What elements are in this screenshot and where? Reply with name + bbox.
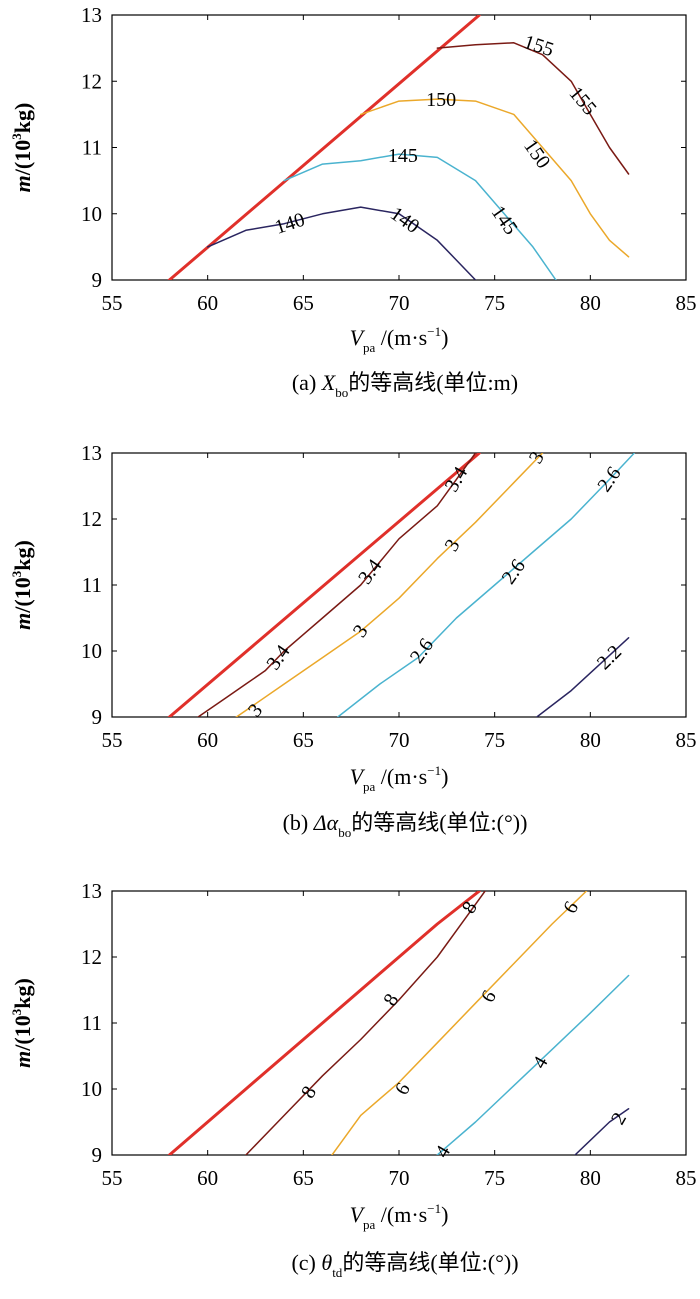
contour-label: 150 [519,136,554,173]
contour-line-2 [359,98,630,258]
chart-panel-1: 55 60 65 70 75 80 859101112133.43.43.433332.62… [9,441,697,840]
contour-label: 3 [244,699,267,721]
x-axis-label: Vpa /(m·s−1) [350,324,449,355]
y-tick-label: 13 [81,3,102,27]
x-tick-label: 85 [676,728,697,752]
y-tick-label: 9 [92,705,103,729]
x-tick-label: 55 [102,291,123,315]
y-axis-label: m/(103kg) [9,978,35,1068]
contour-line-4 [574,1108,630,1155]
contour-label: 140 [386,203,423,238]
y-tick-label: 13 [81,441,102,465]
y-tick-label: 11 [82,573,102,597]
panel-caption: (b) Δαbo的等高线(单位:(°)) [283,810,528,840]
contour-line-3 [337,453,636,717]
contour-label: 155 [521,31,556,61]
x-tick-label: 65 [293,291,314,315]
x-tick-label: 75 [484,291,505,315]
x-tick-label: 60 [197,291,218,315]
boundary-line [167,453,481,717]
contour-line-3 [283,153,557,280]
contour-line-4 [206,206,477,280]
x-tick-label: 75 [484,1166,505,1190]
y-tick-label: 9 [92,268,103,292]
chart-panel-0: 55 60 65 70 75 80 85 9 10 11 12 13 155 155 150 150 145 14… [9,3,697,400]
contour-label: 8 [379,990,403,1010]
x-tick-label: 85 [676,291,697,315]
contour-label: 145 [388,145,418,167]
panel-caption: (c) θtd的等高线(单位:(°)) [291,1250,518,1280]
contour-label: 3.4 [441,463,473,496]
y-tick-label: 12 [81,507,102,531]
y-tick-label: 12 [81,69,102,93]
x-tick-label: 70 [389,1166,410,1190]
contour-line-3 [436,974,630,1155]
x-tick-label: 60 [197,728,218,752]
y-tick-label: 10 [81,202,102,226]
contour-label: 3 [525,448,549,468]
x-tick-label: 70 [389,291,410,315]
boundary-line [167,891,481,1155]
boundary-line [167,15,481,280]
contour-line-2 [235,453,544,717]
y-tick-label: 10 [81,1077,102,1101]
y-axis-label: m/(103kg) [9,103,35,193]
y-tick-label: 12 [81,945,102,969]
x-axis-label: Vpa /(m·s−1) [350,1201,449,1232]
contour-line-1 [197,453,477,717]
x-axis-label: Vpa /(m·s−1) [350,763,449,794]
plot-frame [111,890,687,1156]
x-tick-label: 80 [580,728,601,752]
x-tick-label: 60 [197,1166,218,1190]
contour-label: 155 [565,83,601,120]
y-axis-label: m/(103kg) [9,540,35,630]
contour-line-4 [536,637,630,717]
contour-label: 4 [431,1142,455,1162]
x-tick-label: 80 [580,291,601,315]
x-tick-label: 70 [389,728,410,752]
x-tick-label: 55 [102,728,123,752]
y-tick-label: 11 [82,1011,102,1035]
contour-label: 2.6 [498,555,530,588]
panel-caption: (a) Xbo的等高线(单位:m) [292,370,518,400]
contour-line-1 [436,42,630,175]
x-tick-label: 80 [580,1166,601,1190]
contour-label: 6 [391,1079,415,1099]
contour-label: 145 [487,202,522,239]
contour-line-2 [331,891,588,1155]
x-tick-label: 65 [293,1166,314,1190]
contour-label: 150 [426,89,456,111]
contour-label: 2.2 [593,641,626,674]
plot-frame [111,452,687,718]
contour-label: 2 [607,1109,631,1129]
y-tick-label: 13 [81,879,102,903]
y-tick-label: 10 [81,639,102,663]
x-tick-label: 75 [484,728,505,752]
contour-label: 140 [272,209,307,239]
contour-label: 4 [529,1053,553,1073]
x-tick-label: 55 [102,1166,123,1190]
y-tick-label: 9 [92,1143,103,1167]
x-tick-label: 65 [293,728,314,752]
y-tick-label: 11 [82,136,102,160]
x-tick-label: 85 [676,1166,697,1190]
contour-line-1 [245,891,486,1155]
